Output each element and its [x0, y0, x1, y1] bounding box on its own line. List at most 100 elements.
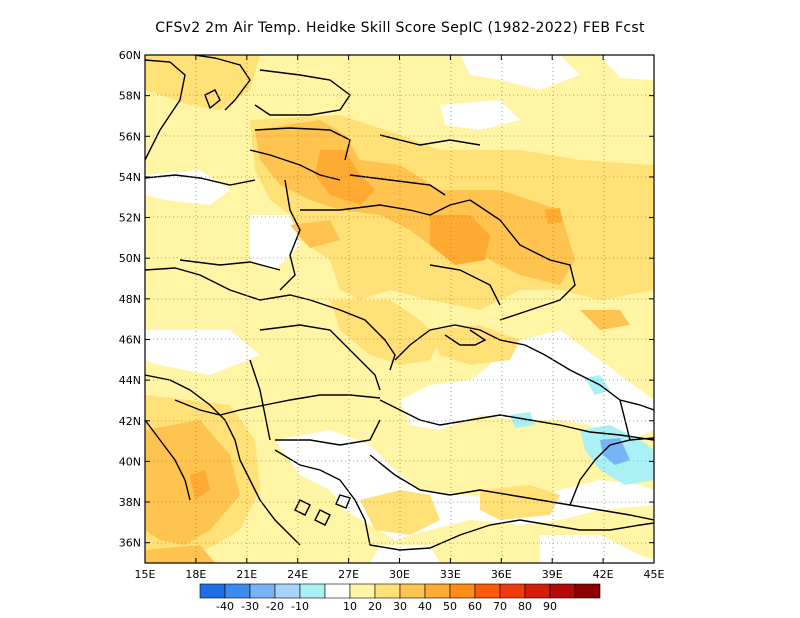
map-title: CFSv2 2m Air Temp. Heidke Skill Score Se… — [155, 20, 645, 36]
lat-tick-label: 54N — [119, 171, 141, 184]
colorbar-swatch — [574, 583, 601, 599]
lat-tick-label: 50N — [119, 252, 141, 265]
colorbar-swatch — [524, 583, 551, 599]
lat-tick-label: 46N — [119, 333, 141, 346]
coast-greece-west — [239, 459, 301, 546]
border-belarus-east — [349, 174, 446, 196]
region-darkorange-greece — [190, 470, 210, 500]
border-slovakia — [229, 289, 311, 301]
border-poland-east — [279, 179, 301, 291]
coast-turkey-south — [369, 519, 654, 551]
colorbar-swatch — [474, 583, 501, 599]
border-latvia — [254, 127, 351, 161]
region-white-rus — [440, 100, 520, 130]
border-moldova — [309, 299, 396, 371]
lat-tick-label: 36N — [119, 537, 141, 550]
coast-baltic-south — [145, 174, 256, 186]
region-lightblue-blacksea — [510, 412, 535, 428]
colorbar-label: -40 — [216, 600, 234, 613]
lat-tick-label: 58N — [119, 90, 141, 103]
lon-tick-label: 24E — [287, 568, 308, 581]
region-orange-se — [580, 310, 630, 330]
colorbar-swatch — [199, 583, 226, 599]
island-aegean-1 — [294, 499, 311, 516]
border-georgia — [619, 399, 631, 441]
lon-tick-label: 45E — [644, 568, 665, 581]
colorbar-swatch — [374, 583, 401, 599]
coastlines-borders — [145, 55, 654, 551]
lat-tick-label: 60N — [119, 49, 141, 62]
border-serbia — [249, 359, 271, 441]
axes: 15E 18E 21E 24E 27E 30E 33E 36E 39E 42E 45E 36N 38N 4… — [119, 49, 665, 581]
colorbar-label: 80 — [518, 600, 532, 613]
colorbar-swatch — [399, 583, 426, 599]
border-czech — [145, 267, 231, 291]
region-lightorange-north — [145, 55, 260, 110]
region-blue-caucasus — [600, 438, 630, 465]
lat-tick-label: 56N — [119, 130, 141, 143]
lon-tick-label: 27E — [338, 568, 359, 581]
border-balkans — [174, 394, 381, 416]
border-poland-south — [179, 259, 281, 271]
colorbar-swatch — [274, 583, 301, 599]
region-white-ne — [600, 55, 654, 80]
lat-tick-label: 44N — [119, 374, 141, 387]
coast-finland — [194, 55, 251, 111]
lon-tick-label: 15E — [135, 568, 156, 581]
lat-tick-label: 48N — [119, 293, 141, 306]
colorbar-label: 50 — [443, 600, 457, 613]
region-white-med — [370, 545, 440, 563]
region-darkorange-belarus — [315, 150, 375, 205]
region-orange-italy — [145, 545, 215, 563]
border-caucasus — [569, 437, 654, 506]
region-white-poland — [250, 215, 300, 270]
region-white-baltic — [145, 170, 230, 205]
border-belarus-south — [300, 199, 471, 216]
region-white-se — [540, 535, 654, 563]
colorbar-swatch — [299, 583, 326, 599]
colorbar-label: 30 — [393, 600, 407, 613]
border-internal — [429, 264, 501, 306]
region-white-blacksea — [400, 330, 654, 445]
colorbar-swatch — [449, 583, 476, 599]
border-turkey-north — [369, 454, 654, 521]
colorbar-label: -20 — [266, 600, 284, 613]
coast-island-gotland — [204, 89, 221, 110]
coast-italy — [145, 419, 191, 501]
lat-tick-label: 40N — [119, 455, 141, 468]
colorbar-label: 40 — [418, 600, 432, 613]
lon-tick-label: 39E — [542, 568, 563, 581]
coast-blacksea-south — [379, 399, 654, 441]
coast-aegean-west — [274, 449, 371, 546]
colorbar-label: 10 — [343, 600, 357, 613]
lon-tick-label: 21E — [236, 568, 257, 581]
lat-tick-label: 38N — [119, 496, 141, 509]
lon-tick-label: 42E — [593, 568, 614, 581]
region-white-hun — [145, 330, 260, 375]
colorbar-swatch — [499, 583, 526, 599]
region-darkorange-russia — [430, 215, 490, 265]
border-estonia — [254, 69, 351, 116]
colorbar: -40 -30 -20 -10 10 20 30 40 50 60 70 80 90 — [199, 583, 601, 613]
region-orange-poland-sw — [290, 220, 340, 248]
border-romania — [259, 324, 381, 391]
colorbar-swatch — [549, 583, 576, 599]
lon-tick-label: 18E — [185, 568, 206, 581]
lon-tick-label: 33E — [440, 568, 461, 581]
region-darkorange-small — [545, 208, 562, 224]
colorbar-label: 70 — [493, 600, 507, 613]
region-lightorange-turkey — [360, 490, 440, 535]
island-aegean-3 — [335, 494, 351, 509]
lon-tick-label: 30E — [389, 568, 410, 581]
border-ukraine-east — [469, 199, 576, 321]
colorbar-label: 20 — [368, 600, 382, 613]
colorbar-swatch — [324, 583, 351, 599]
coast-sweden — [145, 59, 186, 161]
lat-tick-label: 52N — [119, 212, 141, 225]
colorbar-swatch — [349, 583, 376, 599]
colorbar-label: -10 — [291, 600, 309, 613]
lon-tick-label: 36E — [491, 568, 512, 581]
graticule — [145, 55, 654, 563]
colorbar-label: -30 — [241, 600, 259, 613]
